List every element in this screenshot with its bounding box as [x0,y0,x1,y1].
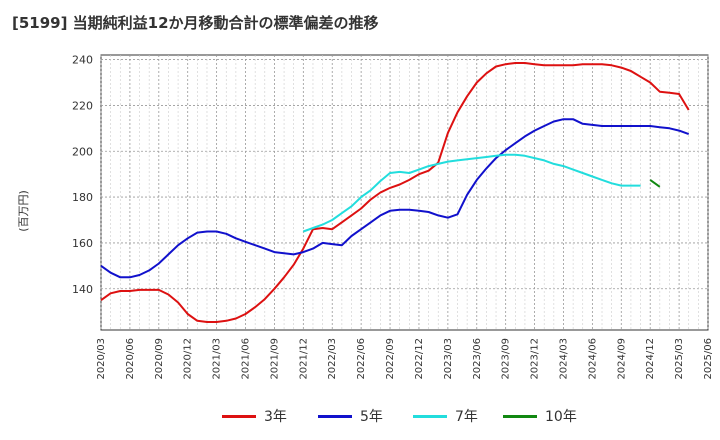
legend-label: 3年 [264,409,287,425]
series-line-1 [100,62,690,323]
legend-swatch [318,414,352,418]
legend-item: 7年 [413,404,478,428]
x-tick-label: 2021/03 [212,338,223,380]
y-tick-label: 200 [72,145,93,158]
x-tick-label: 2020/12 [183,338,194,380]
x-tick-label: 2024/09 [616,338,627,380]
x-tick-label: 2024/03 [558,338,569,380]
legend-item: 10年 [503,404,577,428]
plot-area [100,54,709,331]
x-tick-label: 2020/03 [96,338,107,380]
x-tick-label: 2025/06 [703,338,714,380]
grid [100,55,709,330]
x-tick-label: 2024/06 [587,338,598,380]
x-tick-label: 2023/09 [501,338,512,380]
legend-swatch [413,414,447,418]
chart-title: [5199] 当期純利益12か月移動合計の標準偏差の推移 [12,14,379,32]
legend-swatch [222,414,256,418]
legend-item: 3年 [222,404,287,428]
x-tick-label: 2023/03 [443,338,454,380]
x-tick-label: 2021/12 [298,338,309,380]
x-tick-label: 2021/06 [241,338,252,380]
x-tick-label: 2022/12 [414,338,425,380]
y-tick-label: 160 [72,237,93,250]
y-tick-label: 240 [72,54,93,67]
y-tick-label: 180 [72,191,93,204]
x-tick-label: 2023/06 [472,338,483,380]
x-tick-label: 2021/09 [269,338,280,380]
x-tick-label: 2020/06 [125,338,136,380]
series-line-3 [302,153,641,233]
x-tick-label: 2022/03 [327,338,338,380]
x-tick-label: 2024/12 [645,338,656,380]
series-line-4 [649,179,661,188]
y-tick-label: 220 [72,99,93,112]
x-tick-label: 2022/09 [385,338,396,380]
legend-label: 7年 [455,409,478,425]
x-tick-label: 2023/12 [530,338,541,380]
x-tick-label: 2022/06 [356,338,367,380]
series-line-2 [100,118,690,279]
x-tick-label: 2020/09 [154,338,165,380]
legend-label: 5年 [360,409,383,425]
y-tick-label: 140 [72,283,93,296]
x-tick-label: 2025/03 [674,338,685,380]
legend: 3年 5年 7年 10年 [0,404,720,428]
legend-swatch [503,414,537,418]
legend-label: 10年 [545,409,577,425]
legend-item: 5年 [318,404,383,428]
